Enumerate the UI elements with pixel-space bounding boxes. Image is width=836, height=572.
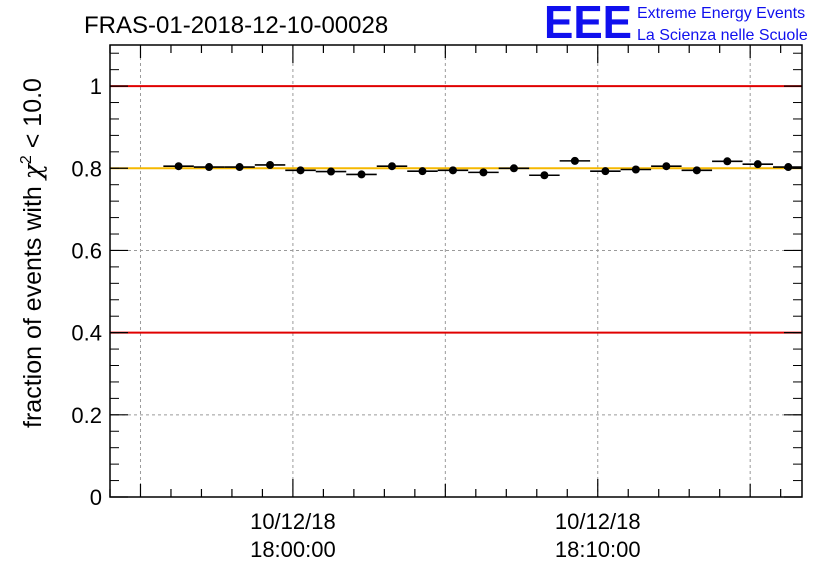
y-tick-label: 1 bbox=[90, 74, 102, 99]
plot-frame bbox=[109, 44, 803, 498]
data-point bbox=[205, 163, 214, 172]
data-point bbox=[723, 157, 732, 166]
y-axis-label: fraction of events with χ2 < 10.0 bbox=[18, 78, 47, 428]
logo-line-1: Extreme Energy Events bbox=[637, 5, 805, 22]
y-tick-label: 0.2 bbox=[71, 403, 102, 428]
data-point bbox=[327, 167, 336, 176]
y-axis-label-exponent: 2 bbox=[18, 155, 35, 164]
data-point bbox=[266, 160, 275, 169]
data-point bbox=[570, 156, 579, 165]
x-tick-label-date: 10/12/18 bbox=[555, 509, 641, 534]
logo-line-2: La Scienza nelle Scuole bbox=[637, 27, 808, 44]
y-axis-label-suffix: < 10.0 bbox=[19, 78, 47, 155]
x-tick-label-time: 18:10:00 bbox=[555, 537, 641, 562]
data-point bbox=[692, 166, 701, 175]
y-tick-label: 0.8 bbox=[71, 156, 102, 181]
y-tick-labels: 0 0.2 0.4 0.6 0.8 1 bbox=[71, 74, 102, 510]
logo-letters: EEE bbox=[544, 0, 632, 48]
y-tick-label: 0.4 bbox=[71, 321, 102, 346]
x-tick-labels: 10/12/18 18:00:00 10/12/18 18:10:00 bbox=[250, 509, 640, 562]
y-axis-label-symbol: χ bbox=[18, 162, 47, 181]
eee-logo: EEE Extreme Energy Events La Scienza nel… bbox=[544, 0, 808, 48]
y-axis-label-prefix: fraction of events with bbox=[19, 179, 47, 428]
plot-area bbox=[109, 44, 803, 498]
data-point bbox=[753, 160, 762, 169]
chart-title: FRAS-01-2018-12-10-00028 bbox=[84, 12, 388, 39]
data-point bbox=[601, 167, 610, 176]
x-tick-label-time: 18:00:00 bbox=[250, 537, 336, 562]
data-point bbox=[235, 163, 244, 172]
data-point bbox=[418, 167, 427, 176]
data-point bbox=[540, 171, 549, 180]
data-point bbox=[479, 168, 488, 177]
data-point bbox=[448, 166, 457, 175]
data-point bbox=[509, 164, 518, 173]
data-point bbox=[631, 165, 640, 174]
data-point bbox=[662, 162, 671, 171]
axis-ticks bbox=[109, 45, 802, 498]
data-point bbox=[784, 163, 793, 172]
data-point bbox=[174, 162, 183, 171]
data-points bbox=[163, 156, 802, 180]
data-point bbox=[387, 162, 396, 171]
data-point bbox=[357, 170, 366, 179]
x-tick-label-date: 10/12/18 bbox=[250, 509, 336, 534]
y-tick-label: 0.6 bbox=[71, 238, 102, 263]
data-point bbox=[296, 166, 305, 175]
y-tick-label: 0 bbox=[90, 485, 102, 510]
